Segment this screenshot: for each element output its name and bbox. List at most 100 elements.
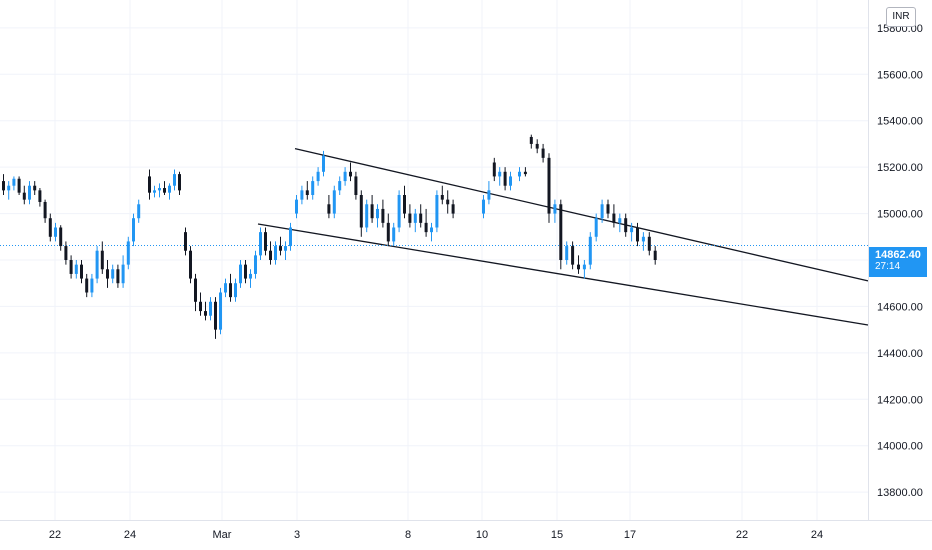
candle-body [529,136,533,144]
candle-body [59,227,63,247]
y-tick-label: 14600.00 [877,301,923,313]
candle-body [376,208,379,219]
candle-body [492,162,496,177]
candle-body [239,264,242,284]
candle-body [535,143,539,149]
candle-body [503,171,507,186]
candle-body [343,171,347,182]
candle-body [274,246,277,260]
candle-body [381,208,385,223]
countdown-label: 27:14 [875,261,901,272]
candle-body [582,264,586,270]
candle-body [54,227,57,237]
candle-body [487,190,491,200]
candle-body [153,190,156,193]
candle-body [43,201,47,219]
candle-body [349,171,352,177]
candle-body [121,264,125,284]
candle-body [370,204,374,219]
candle-body [279,246,282,251]
candle-body [100,250,104,270]
candle-body [446,199,450,205]
x-tick-label: 22 [736,529,748,541]
candle-body [7,185,11,191]
candle-body [259,232,262,256]
x-tick-label: 22 [49,529,61,541]
candle-body [440,195,444,200]
candle-body [173,174,176,186]
candle-body [435,195,439,228]
y-tick-label: 14000.00 [877,441,923,453]
y-tick-label: 15600.00 [877,69,923,81]
candle-body [106,269,109,279]
candle-body [636,227,639,242]
lower-trendline[interactable] [257,223,869,326]
candle-body [74,264,78,274]
candle-body [624,218,628,233]
candle-body [48,218,52,237]
candle-body [354,176,358,195]
y-tick-label: 15200.00 [877,162,923,174]
candle-body [116,269,120,284]
candle-body [641,236,645,242]
candle-body [482,199,485,214]
candle-body [300,190,304,200]
candle-body [295,199,298,214]
candle-body [547,157,551,214]
x-tick-label: 24 [811,529,823,541]
candle-body [209,301,212,316]
candle-body [148,176,151,193]
candle-body [199,301,202,312]
currency-button[interactable]: INR [886,7,916,27]
candle-body [95,250,99,279]
candle-body [158,188,161,191]
candle-body [612,213,616,223]
candle-body [244,264,247,279]
candle-body [577,264,580,270]
candle-body [264,232,267,251]
candle-body [630,227,634,233]
candle-body [653,250,657,260]
last-price-label: 14862.40 [875,249,921,261]
candle-body [234,283,237,298]
candle-body [12,178,16,186]
x-tick-label: 15 [551,529,563,541]
trendlines[interactable] [257,147,869,326]
candle-body [111,269,115,279]
candle-body [28,185,31,200]
candle-body [419,213,423,223]
candle-body [359,195,363,228]
candle-body [327,204,331,214]
candle-body [224,283,227,293]
y-tick-label: 15400.00 [877,116,923,128]
candle-body [126,241,130,265]
candle-body [553,204,557,214]
candle-body [284,246,287,251]
candle-body [189,250,192,279]
time-axis[interactable]: 22 24 Mar 3 8 10 15 17 22 24 [49,529,823,541]
candle-body [194,278,197,302]
candle-body [163,188,166,193]
candle-body [600,204,604,219]
x-tick-label: Mar [213,529,232,541]
candle-body [386,222,390,242]
candle-body [518,171,521,177]
candles [2,134,657,339]
upper-trendline[interactable] [294,147,869,282]
candle-body [2,181,5,191]
candle-body [219,292,222,330]
candle-body [305,190,309,195]
x-tick-label: 17 [624,529,636,541]
candle-body [178,174,181,191]
candle-body [498,171,502,177]
candle-body [541,148,545,158]
candle-body [80,264,83,279]
candle-body [184,232,187,251]
x-tick-label: 24 [124,529,136,541]
x-tick-label: 8 [405,529,411,541]
x-tick-label: 10 [476,529,488,541]
grid [0,0,868,520]
candle-body [338,181,342,191]
y-tick-label: 15000.00 [877,209,923,221]
